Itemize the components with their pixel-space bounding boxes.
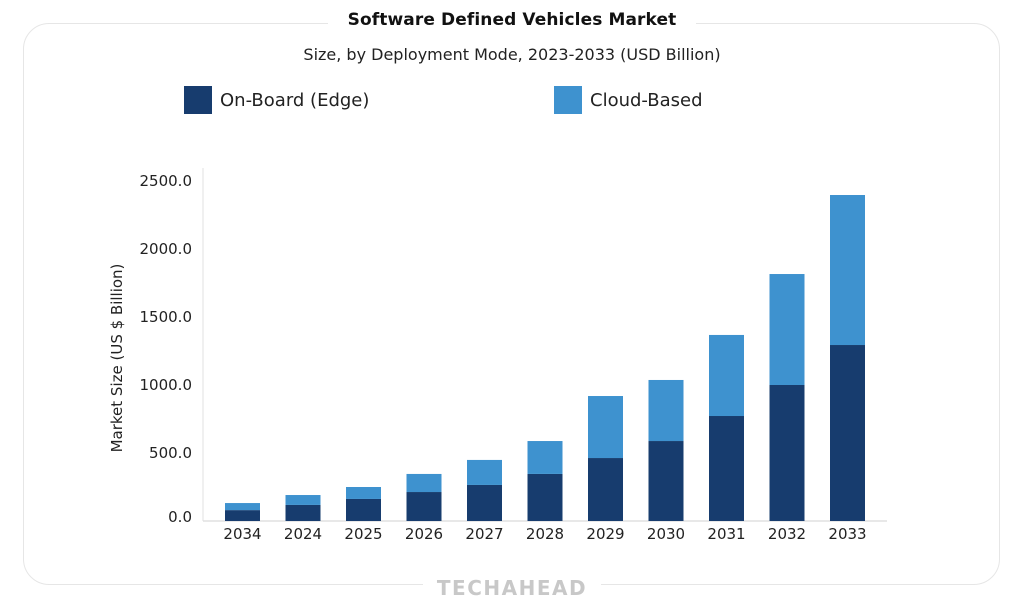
x-tick-label: 2026 xyxy=(405,525,443,543)
chart-subtitle: Size, by Deployment Mode, 2023-2033 (USD… xyxy=(303,45,721,64)
bar-cloud-2031 xyxy=(709,334,744,417)
bar-cloud-2027 xyxy=(467,459,502,485)
bar-onboard-2031 xyxy=(709,416,744,521)
bar-cloud-2026 xyxy=(406,473,442,493)
bar-onboard-2029 xyxy=(588,458,623,521)
x-tick-label: 2024 xyxy=(284,525,322,543)
y-axis-title: Market Size (US $ Billion) xyxy=(108,264,126,453)
bar-onboard-2027 xyxy=(467,484,502,521)
x-tick-label: 2033 xyxy=(828,525,866,543)
y-tick-label: 500.0 xyxy=(149,444,192,462)
bar-cloud-2032 xyxy=(769,274,805,385)
bar-onboard-2025 xyxy=(346,498,381,521)
bar-onboard-2030 xyxy=(648,441,684,521)
legend-swatch-cloud xyxy=(554,86,582,114)
bar-cloud-2033 xyxy=(830,195,865,346)
legend-item-onboard: On-Board (Edge) xyxy=(184,86,369,114)
bar-cloud-2034 xyxy=(225,503,260,511)
x-tick-label: 2034 xyxy=(223,525,261,543)
y-tick-label: 2500.0 xyxy=(140,172,193,190)
bar-cloud-2028 xyxy=(527,441,563,474)
legend-item-cloud: Cloud-Based xyxy=(554,86,703,114)
chart-title: Software Defined Vehicles Market xyxy=(327,10,697,30)
bar-onboard-2033 xyxy=(830,345,865,521)
y-tick-label: 0.0 xyxy=(168,508,192,526)
x-tick-label: 2030 xyxy=(647,525,685,543)
bar-onboard-2034 xyxy=(225,510,260,521)
legend-label-cloud: Cloud-Based xyxy=(590,89,703,111)
x-tick-label: 2032 xyxy=(768,525,806,543)
bar-onboard-2024 xyxy=(285,504,321,521)
bar-onboard-2028 xyxy=(527,473,563,521)
x-tick-label: 2028 xyxy=(526,525,564,543)
y-tick-label: 2000.0 xyxy=(140,240,193,258)
x-tick-label: 2025 xyxy=(344,525,382,543)
bar-cloud-2024 xyxy=(285,495,321,505)
x-tick-label: 2031 xyxy=(707,525,745,543)
bar-cloud-2029 xyxy=(588,396,623,459)
bar-cloud-2030 xyxy=(648,379,684,442)
watermark-logo: TECHAHEAD xyxy=(422,576,602,600)
legend-swatch-onboard xyxy=(184,86,212,114)
bar-onboard-2032 xyxy=(769,385,805,521)
bar-onboard-2026 xyxy=(406,492,442,521)
y-tick-label: 1000.0 xyxy=(140,376,193,394)
legend-label-onboard: On-Board (Edge) xyxy=(220,89,370,111)
x-tick-label: 2027 xyxy=(465,525,503,543)
y-tick-label: 1500.0 xyxy=(140,308,193,326)
bar-cloud-2025 xyxy=(346,487,381,499)
x-tick-label: 2029 xyxy=(586,525,624,543)
